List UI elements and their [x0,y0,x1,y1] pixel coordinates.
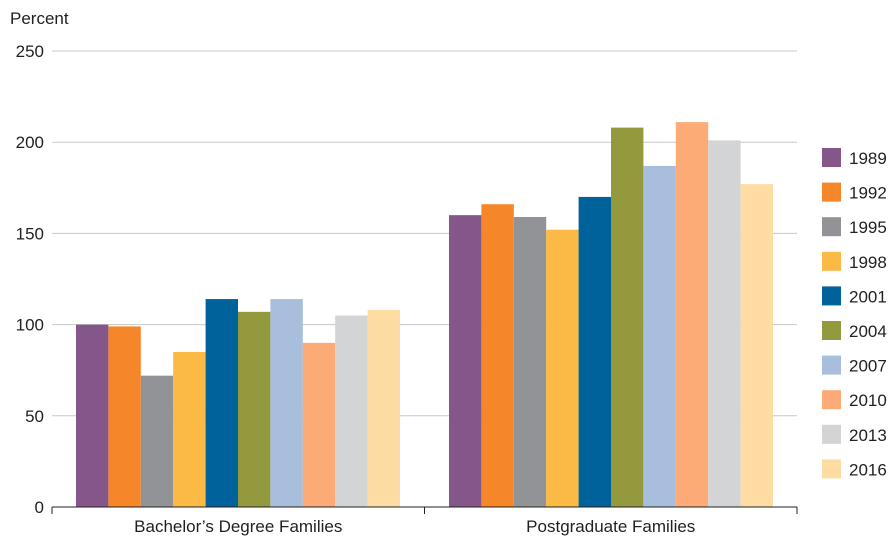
bar-2004-bachelors [238,311,271,507]
bar-2010-bachelors [302,342,336,507]
category-labels: Bachelor’s Degree Families Postgraduate F… [134,517,695,536]
bar-1998-bachelors [173,351,206,507]
x-category-label: Postgraduate Families [526,517,695,536]
legend-label-1992: 1992 [849,184,887,203]
y-tick-label: 50 [25,407,44,426]
bar-2016-bachelors [367,310,400,507]
y-tick-label: 200 [16,133,44,152]
x-category-label: Bachelor’s Degree Families [134,517,342,536]
bar-1995-postgraduate [513,216,547,507]
legend-swatch-1992 [822,182,841,202]
legend: 1989 1992 1995 1998 2001 2004 2007 2010 2013 2016 [822,148,887,479]
legend-swatch-2001 [822,286,841,306]
legend-label-1998: 1998 [849,253,887,272]
bar-2007-postgraduate [643,165,676,508]
bar-2007-bachelors [270,299,303,507]
bar-2010-postgraduate [675,122,709,508]
bar-2001-postgraduate [578,196,611,508]
bar-2013-bachelors [335,315,368,507]
bar-1992-bachelors [108,326,141,507]
bar-2013-postgraduate [708,140,741,507]
legend-label-2001: 2001 [849,287,887,306]
bar-1998-postgraduate [546,229,579,507]
legend-label-2004: 2004 [849,322,887,341]
y-tick-label: 250 [16,42,44,61]
bar-2001-bachelors [205,299,238,507]
legend-label-2013: 2013 [849,426,887,445]
legend-swatch-1995 [822,217,841,237]
bar-1989-bachelors [76,324,109,507]
legend-label-1995: 1995 [849,218,887,237]
y-tick-label: 100 [16,316,44,335]
legend-swatch-2013 [822,424,841,444]
legend-swatch-2007 [822,355,841,375]
legend-swatch-2010 [822,390,841,410]
y-axis-ticks: 0 50 100 150 200 250 [16,42,44,517]
y-tick-label: 150 [16,224,44,243]
legend-label-2010: 2010 [849,391,887,410]
y-axis-label: Percent [10,9,69,28]
legend-swatch-1998 [822,251,841,271]
legend-label-1989: 1989 [849,149,887,168]
legend-swatch-2016 [822,459,841,479]
bar-1995-bachelors [140,375,174,507]
legend-swatch-2004 [822,321,841,340]
legend-label-2016: 2016 [849,460,887,479]
legend-label-2007: 2007 [849,357,887,376]
x-axis [51,506,798,514]
bar-1992-postgraduate [481,204,514,507]
legend-swatch-1989 [822,148,841,167]
bars [76,122,773,508]
bar-2016-postgraduate [740,184,773,508]
bar-1989-postgraduate [449,215,482,507]
y-tick-label: 0 [35,498,44,517]
bar-2004-postgraduate [611,127,644,507]
